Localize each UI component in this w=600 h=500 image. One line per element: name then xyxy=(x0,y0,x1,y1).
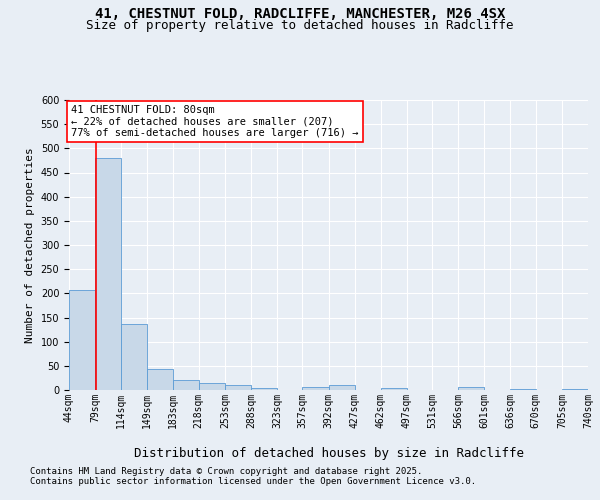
Bar xyxy=(121,324,147,390)
Bar xyxy=(380,388,407,390)
Bar xyxy=(302,387,329,390)
Bar xyxy=(69,290,95,390)
Text: Contains HM Land Registry data © Crown copyright and database right 2025.: Contains HM Land Registry data © Crown c… xyxy=(30,467,422,476)
Bar xyxy=(173,380,199,390)
Text: Distribution of detached houses by size in Radcliffe: Distribution of detached houses by size … xyxy=(134,448,524,460)
Bar xyxy=(511,389,536,390)
Bar xyxy=(199,383,225,390)
Bar xyxy=(95,158,121,390)
Bar xyxy=(562,389,588,390)
Bar xyxy=(329,384,355,390)
Text: Size of property relative to detached houses in Radcliffe: Size of property relative to detached ho… xyxy=(86,18,514,32)
Bar xyxy=(251,388,277,390)
Text: 41 CHESTNUT FOLD: 80sqm
← 22% of detached houses are smaller (207)
77% of semi-d: 41 CHESTNUT FOLD: 80sqm ← 22% of detache… xyxy=(71,105,359,138)
Bar xyxy=(458,386,484,390)
Y-axis label: Number of detached properties: Number of detached properties xyxy=(25,147,35,343)
Text: 41, CHESTNUT FOLD, RADCLIFFE, MANCHESTER, M26 4SX: 41, CHESTNUT FOLD, RADCLIFFE, MANCHESTER… xyxy=(95,8,505,22)
Bar xyxy=(225,384,251,390)
Bar xyxy=(147,368,173,390)
Text: Contains public sector information licensed under the Open Government Licence v3: Contains public sector information licen… xyxy=(30,477,476,486)
